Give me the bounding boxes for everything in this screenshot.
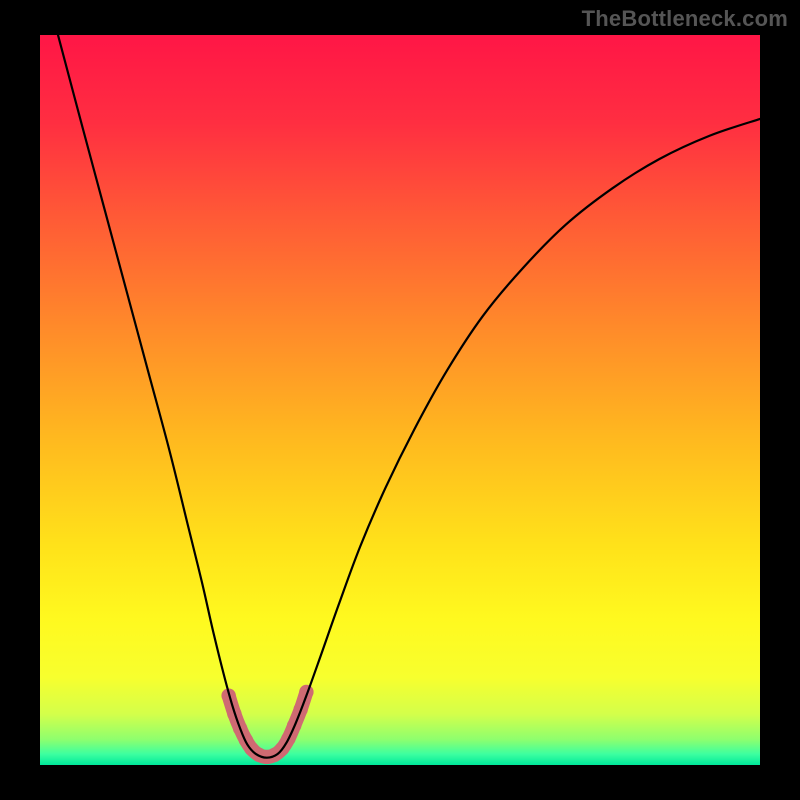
- bottleneck-chart: [0, 0, 800, 800]
- plot-background: [40, 35, 760, 765]
- watermark-text: TheBottleneck.com: [582, 6, 788, 32]
